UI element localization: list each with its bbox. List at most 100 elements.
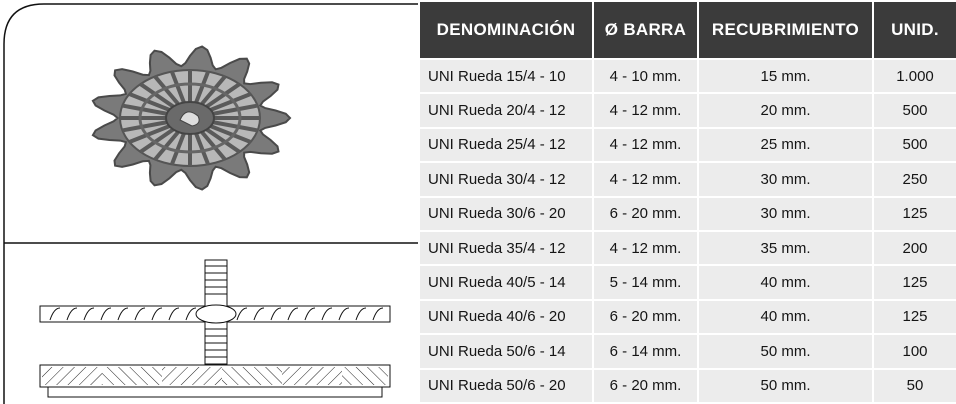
table-cell: UNI Rueda 40/5 - 14 <box>418 264 594 301</box>
table-cell: 4 - 12 mm. <box>592 126 699 164</box>
table-cell: 4 - 10 mm. <box>592 57 699 95</box>
rebar-rib <box>66 307 78 321</box>
table-cell: 25 mm. <box>697 126 874 164</box>
table-cell: 6 - 20 mm. <box>592 367 699 404</box>
wheel-spoke <box>208 92 252 113</box>
table-cell: UNI Rueda 15/4 - 10 <box>418 57 594 95</box>
wheel-spoke <box>210 103 258 117</box>
table-row: UNI Rueda 15/4 - 10 4 - 10 mm. 15 mm. 1.000 <box>418 57 956 95</box>
table-cell: 40 mm. <box>697 264 874 301</box>
table-row: UNI Rueda 50/6 - 20 6 - 20 mm. 50 mm. 50 <box>418 367 956 404</box>
table-cell: 100 <box>872 333 956 370</box>
hatch <box>162 367 222 385</box>
wheel-clip <box>179 111 200 127</box>
rebar-rib <box>151 307 163 321</box>
table-row: UNI Rueda 40/5 - 14 5 - 14 mm. 40 mm. 125 <box>418 264 956 301</box>
table-cell: 4 - 12 mm. <box>592 161 699 198</box>
table-cell: 1.000 <box>872 57 956 95</box>
wheel-photo <box>91 45 292 191</box>
table-cell: 200 <box>872 229 956 267</box>
table-cell: 35 mm. <box>697 229 874 267</box>
table-cell: 125 <box>872 298 956 336</box>
table-cell: UNI Rueda 35/4 - 12 <box>418 229 594 267</box>
wheel-spoke <box>122 119 170 133</box>
panel-border <box>3 3 418 404</box>
product-table: DENOMINACIÓN Ø BARRA RECUBRIMIENTO UNID. UN… <box>418 0 956 404</box>
wheel-spoke <box>204 82 241 110</box>
wheel-spoke <box>208 123 252 144</box>
rebar-rib <box>287 307 299 321</box>
rebar-rib <box>117 307 129 321</box>
hatch <box>102 367 162 385</box>
rebar-rib <box>83 307 95 321</box>
table-cell: 6 - 14 mm. <box>592 333 699 370</box>
table-cell: 5 - 14 mm. <box>592 264 699 301</box>
table-row: UNI Rueda 30/6 - 20 6 - 20 mm. 30 mm. 125 <box>418 195 956 232</box>
table-row: UNI Rueda 50/6 - 14 6 - 14 mm. 50 mm. 100 <box>418 333 956 370</box>
wheel-spoke <box>153 75 181 107</box>
wheel-spoke <box>204 126 241 154</box>
wheel-spoke <box>199 129 227 161</box>
wheel-spoke <box>153 129 181 161</box>
table-cell: UNI Rueda 30/6 - 20 <box>418 195 594 232</box>
wheel-spoke <box>122 103 170 117</box>
table-cell: 50 mm. <box>697 367 874 404</box>
column-header: DENOMINACIÓN <box>418 0 594 60</box>
table-cell: 500 <box>872 92 956 129</box>
wheel-spoke <box>128 123 172 144</box>
column-header: RECUBRIMIENTO <box>697 0 874 60</box>
rebar-rib <box>185 307 197 321</box>
rebar-rib <box>100 307 112 321</box>
table-cell: UNI Rueda 30/4 - 12 <box>418 161 594 198</box>
rebar-rib <box>134 307 146 321</box>
wheel-spoke <box>199 75 227 107</box>
table-cell: UNI Rueda 40/6 - 20 <box>418 298 594 336</box>
table-cell: 6 - 20 mm. <box>592 298 699 336</box>
table-cell: 30 mm. <box>697 161 874 198</box>
rebar-rib <box>321 307 333 321</box>
table-cell: 50 mm. <box>697 333 874 370</box>
hatch <box>342 367 388 385</box>
rebar-rib <box>355 307 367 321</box>
wheel-spoke <box>170 70 187 105</box>
rebar-rib <box>168 307 180 321</box>
rebar-rib <box>372 307 384 321</box>
table-row: UNI Rueda 25/4 - 12 4 - 12 mm. 25 mm. 500 <box>418 126 956 164</box>
wheel-spoke <box>139 126 176 154</box>
table-cell: 250 <box>872 161 956 198</box>
wheel-spoke <box>193 70 210 105</box>
table-cell: 6 - 20 mm. <box>592 195 699 232</box>
rebar-rib <box>304 307 316 321</box>
table-cell: UNI Rueda 25/4 - 12 <box>418 126 594 164</box>
rebar-rib <box>338 307 350 321</box>
wheel-spoke <box>210 119 258 133</box>
table-row: UNI Rueda 30/4 - 12 4 - 12 mm. 30 mm. 250 <box>418 161 956 198</box>
hatch <box>282 367 342 385</box>
table-cell: UNI Rueda 20/4 - 12 <box>418 92 594 129</box>
wheel-spoke <box>139 82 176 110</box>
rebar-rib <box>236 307 248 321</box>
table-cell: UNI Rueda 50/6 - 14 <box>418 333 594 370</box>
table-cell: 30 mm. <box>697 195 874 232</box>
spacer-hub <box>195 304 237 324</box>
table-row: UNI Rueda 40/6 - 20 6 - 20 mm. 40 mm. 125 <box>418 298 956 336</box>
table-cell: UNI Rueda 50/6 - 20 <box>418 367 594 404</box>
product-illustration <box>3 3 418 404</box>
wheel-spoke <box>193 131 210 166</box>
rebar-rib <box>49 307 61 321</box>
column-header: Ø BARRA <box>592 0 699 60</box>
hatch <box>42 367 102 385</box>
wheel-spoke <box>170 131 187 166</box>
table-row: UNI Rueda 20/4 - 12 4 - 12 mm. 20 mm. 500 <box>418 92 956 129</box>
section-diagram <box>39 259 391 398</box>
table-cell: 50 <box>872 367 956 404</box>
table-cell: 4 - 12 mm. <box>592 229 699 267</box>
slab <box>47 386 383 398</box>
wheel-ring <box>138 82 242 154</box>
table-cell: 15 mm. <box>697 57 874 95</box>
table-cell: 125 <box>872 195 956 232</box>
table-cell: 40 mm. <box>697 298 874 336</box>
table-cell: 125 <box>872 264 956 301</box>
rebar-rib <box>253 307 265 321</box>
